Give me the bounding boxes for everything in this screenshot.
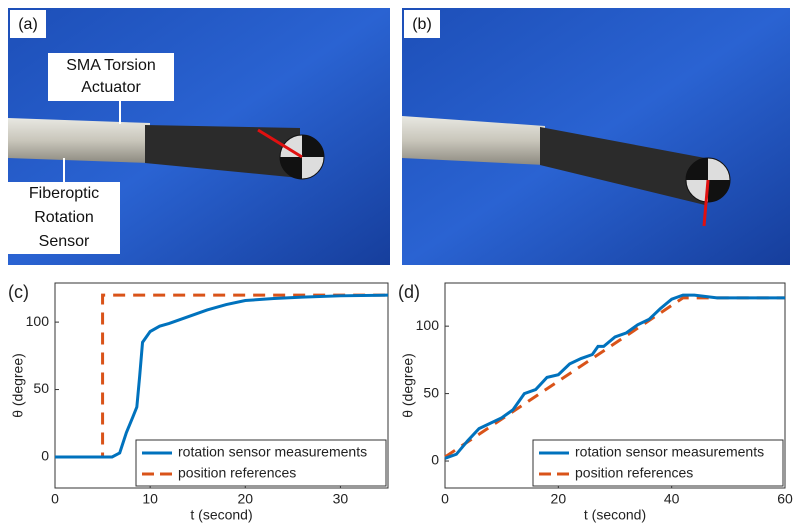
x-tick-label: 60 [777,491,793,507]
x-tick-label: 0 [441,491,449,507]
x-tick-label: 0 [51,491,59,507]
tube [8,118,150,163]
series-line [444,293,785,460]
callout-box [8,182,120,254]
callout: Sensor [39,233,90,250]
y-tick-label: 0 [431,452,439,468]
photo-b: (b) [402,8,790,265]
photo-a: SMA Torsion Actuator Fiberoptic Rotation… [8,8,390,265]
callout-box [48,53,174,101]
y-tick-label: 100 [26,313,50,329]
marker-quadrants [686,158,730,202]
callout: Actuator [81,79,141,96]
panel-label: (b) [412,16,432,33]
x-axis-label: t (second) [190,507,252,523]
arrow [702,179,710,227]
tube [402,116,545,165]
legend-box [532,439,784,487]
x-tick-label: 10 [142,491,158,507]
legend-label: position references [575,465,693,481]
y-tick-label: 0 [41,448,49,464]
callout: SMA Torsion [66,57,156,74]
series-line [55,293,389,459]
label-box [404,10,440,38]
panel-label: (d) [398,282,420,302]
legend-label: position references [178,465,296,481]
x-tick-label: 20 [551,491,567,507]
x-axis-label: t (second) [584,507,646,523]
x-tick-label: 20 [237,491,253,507]
panel-label: (c) [8,282,29,302]
legend-label: rotation sensor measurements [575,444,764,460]
arrow [257,128,303,159]
panel-label: (a) [18,16,38,33]
black-tube [145,125,300,178]
y-axis-label: θ (degree) [400,353,416,418]
label-box [10,10,46,38]
x-tick-label: 30 [333,491,349,507]
y-tick-label: 50 [33,380,49,396]
legend-box [135,439,387,487]
legend-label: rotation sensor measurements [178,444,367,460]
y-tick-label: 100 [416,317,440,333]
black-tube [540,127,705,205]
callout: Fiberoptic [29,185,99,202]
series-line [444,296,785,459]
callout: Rotation [34,209,94,226]
y-axis-label: θ (degree) [10,353,26,418]
x-tick-label: 40 [664,491,680,507]
y-tick-label: 50 [423,384,439,400]
